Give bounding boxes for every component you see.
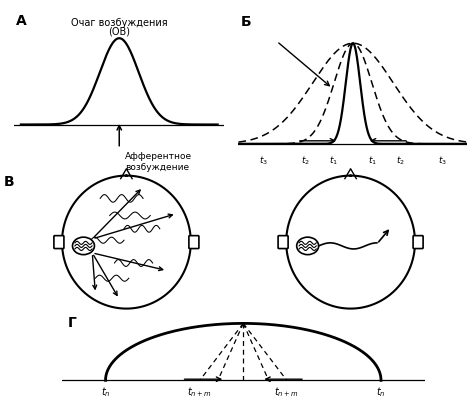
Text: $t_{n+m}$: $t_{n+m}$ (274, 386, 298, 399)
Circle shape (296, 237, 318, 255)
Text: В: В (4, 175, 14, 189)
Text: А: А (16, 14, 27, 28)
FancyBboxPatch shape (412, 236, 422, 248)
Text: Б: Б (240, 15, 251, 29)
FancyBboxPatch shape (54, 236, 64, 248)
Text: Афферентное
возбуждение: Афферентное возбуждение (125, 152, 192, 172)
FancyBboxPatch shape (188, 236, 198, 248)
Text: $t_3$: $t_3$ (259, 155, 268, 167)
FancyBboxPatch shape (278, 236, 288, 248)
Circle shape (72, 237, 94, 255)
Text: $t_1$: $t_1$ (329, 155, 337, 167)
Text: $t_1$: $t_1$ (367, 155, 376, 167)
Text: $t_{n+m}$: $t_{n+m}$ (187, 386, 212, 399)
Text: Очаг возбуждения: Очаг возбуждения (71, 18, 167, 28)
Text: $t_3$: $t_3$ (436, 155, 446, 167)
Text: $t_2$: $t_2$ (395, 155, 404, 167)
Text: Г: Г (67, 316, 76, 330)
Text: $t_n$: $t_n$ (100, 386, 110, 399)
Text: $t_2$: $t_2$ (301, 155, 310, 167)
Text: (ОВ): (ОВ) (108, 26, 130, 36)
Text: $t_n$: $t_n$ (376, 386, 385, 399)
